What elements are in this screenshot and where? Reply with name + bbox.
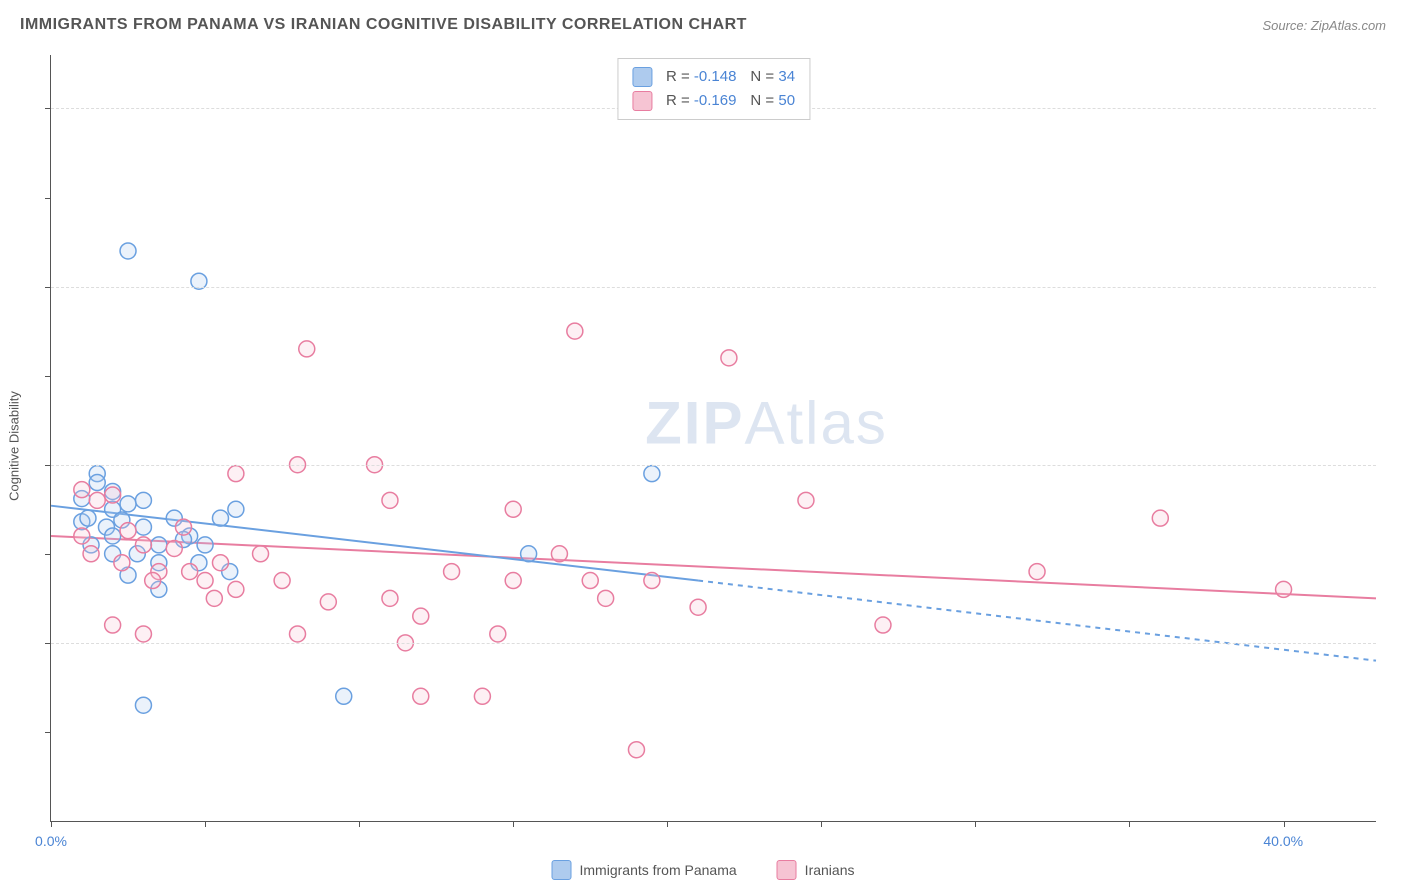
correlation-legend: R = -0.148 N = 34 R = -0.169 N = 50 bbox=[617, 58, 810, 120]
series-legend: Immigrants from Panama Iranians bbox=[552, 860, 855, 880]
legend-item-iranians: Iranians bbox=[777, 860, 855, 880]
x-tick-min: 0.0% bbox=[35, 833, 67, 849]
header: IMMIGRANTS FROM PANAMA VS IRANIAN COGNIT… bbox=[0, 0, 1406, 40]
legend-row-iranians: R = -0.169 N = 50 bbox=[632, 89, 795, 113]
plot-svg bbox=[51, 55, 1376, 821]
y-axis-label: Cognitive Disability bbox=[7, 391, 22, 501]
swatch-panama-icon bbox=[552, 860, 572, 880]
chart-title: IMMIGRANTS FROM PANAMA VS IRANIAN COGNIT… bbox=[20, 16, 747, 34]
swatch-iranians-icon bbox=[777, 860, 797, 880]
legend-row-panama: R = -0.148 N = 34 bbox=[632, 65, 795, 89]
plot-area: ZIPAtlas R = -0.148 N = 34 R = -0.169 N … bbox=[50, 55, 1376, 822]
chart-container: IMMIGRANTS FROM PANAMA VS IRANIAN COGNIT… bbox=[0, 0, 1406, 892]
source-label: Source: ZipAtlas.com bbox=[1262, 18, 1386, 33]
swatch-iranians bbox=[632, 91, 652, 111]
x-tick-max: 40.0% bbox=[1263, 833, 1303, 849]
legend-item-panama: Immigrants from Panama bbox=[552, 860, 737, 880]
swatch-panama bbox=[632, 67, 652, 87]
